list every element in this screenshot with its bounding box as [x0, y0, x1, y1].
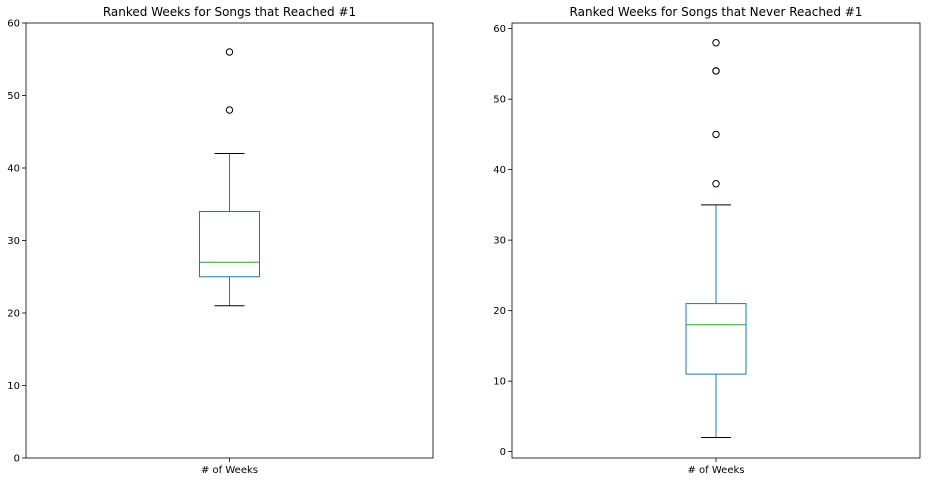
chart-2-xtick-label: # of Weeks [688, 465, 745, 476]
chart-1-outlier-point [225, 48, 234, 56]
chart-1-ytick-label: 50 [7, 91, 20, 102]
chart-1-box [199, 211, 260, 278]
chart-1-outlier-point [225, 106, 234, 114]
chart-2-ytick-label: 0 [500, 447, 506, 458]
chart-1: Ranked Weeks for Songs that Reached #1 0 1… [7, 5, 434, 476]
chart-1-ytick-label: 0 [14, 454, 20, 465]
chart-1-xtick-label: # of Weeks [201, 465, 258, 476]
chart-1-ytick-label: 60 [7, 19, 20, 30]
chart-1-ytick-label: 20 [7, 309, 20, 320]
chart-2-outlier-point [712, 130, 720, 139]
chart-2-ytick-label: 30 [493, 236, 506, 247]
chart-1-ytick-label: 40 [7, 164, 20, 175]
chart-1-ytick-label: 10 [7, 381, 20, 392]
chart-2-outlier-point [712, 39, 720, 47]
chart-2-ytick-label: 40 [493, 165, 506, 176]
chart-1-title: Ranked Weeks for Songs that Reached #1 [103, 5, 356, 19]
chart-2: Ranked Weeks for Songs that Never Reache… [493, 5, 921, 476]
chart-2-box [685, 303, 747, 375]
chart-1-axes-frame [25, 22, 434, 459]
chart-2-ytick-label: 20 [493, 306, 506, 317]
chart-2-ytick-label: 50 [493, 95, 506, 106]
chart-2-ytick-label: 10 [493, 377, 506, 388]
chart-2-title: Ranked Weeks for Songs that Never Reache… [570, 5, 863, 19]
chart-2-outlier-point [712, 180, 720, 188]
chart-2-ytick-label: 60 [493, 24, 506, 35]
chart-2-outlier-point [712, 67, 720, 75]
chart-1-ytick-label: 30 [7, 236, 20, 247]
